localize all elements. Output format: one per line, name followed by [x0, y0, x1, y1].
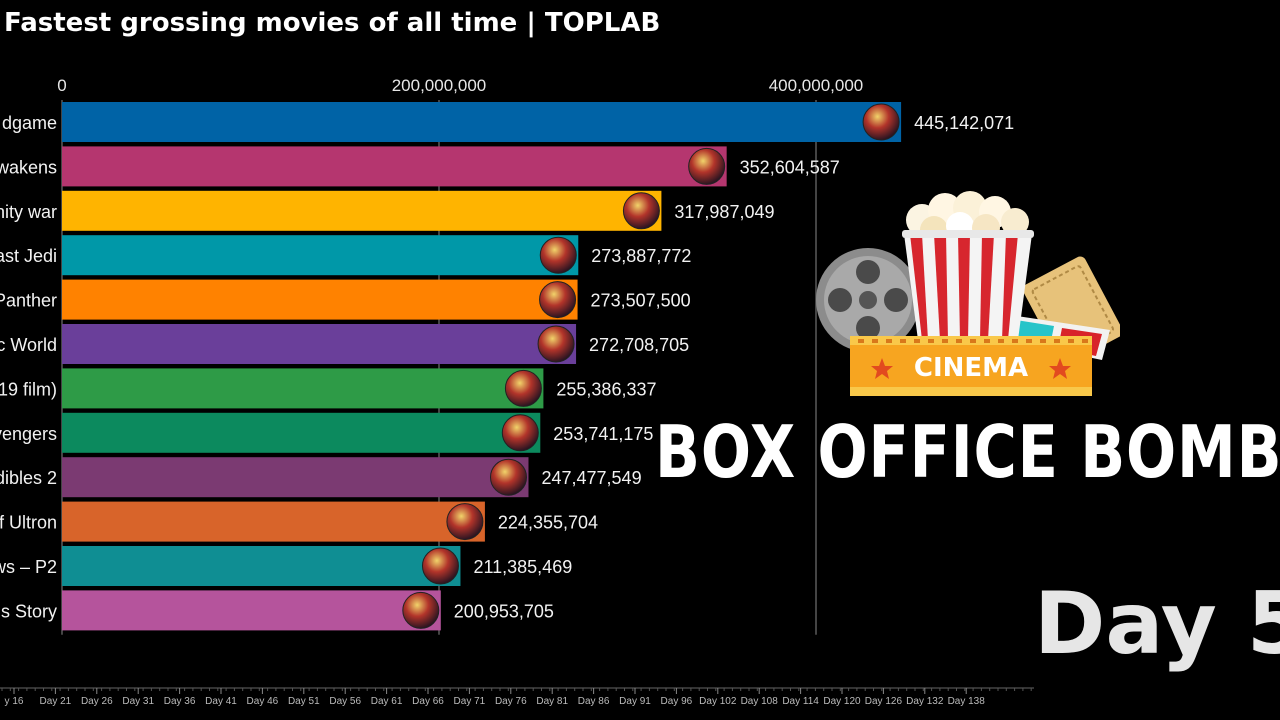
timeline-tick-label: Day 120 — [823, 696, 861, 707]
timeline-tick-label: Day 51 — [288, 696, 320, 707]
bar-row: wakens 352,604,587 — [0, 146, 840, 187]
movie-poster-icon — [501, 414, 539, 452]
bar — [62, 146, 727, 187]
bar — [62, 102, 902, 142]
timeline-tick-label: Day 36 — [164, 696, 196, 707]
value-label: 224,355,704 — [498, 513, 598, 533]
bar-row: dgame 445,142,071 — [2, 102, 1014, 142]
x-tick-label: 400,000,000 — [769, 76, 864, 95]
timeline-tick-label: Day 108 — [741, 696, 779, 707]
movie-poster-icon — [622, 192, 660, 230]
bar-row: vengers 253,741,175 — [0, 412, 653, 453]
timeline-tick-label: Day 56 — [329, 696, 361, 707]
bar — [62, 501, 485, 542]
timeline-tick-label: Day 102 — [699, 696, 737, 707]
value-label: 247,477,549 — [541, 468, 641, 488]
category-label: ws – P2 — [0, 557, 57, 577]
bar-row: ws – P2 211,385,469 — [0, 546, 572, 586]
bar-row: dibles 2 247,477,549 — [0, 457, 642, 498]
value-label: 273,507,500 — [591, 291, 691, 311]
movie-poster-icon — [489, 458, 527, 496]
bar — [62, 590, 441, 631]
movie-poster-icon — [421, 547, 459, 585]
bar-row: 19 film) 255,386,337 — [0, 368, 657, 409]
bar — [62, 324, 577, 364]
timeline-tick-label: Day 138 — [948, 696, 986, 707]
value-label: 253,741,175 — [553, 424, 653, 444]
timeline-tick-label: Day 91 — [619, 696, 651, 707]
category-label: dibles 2 — [0, 468, 57, 488]
x-tick-label: 0 — [57, 76, 66, 95]
category-label: nity war — [0, 202, 57, 222]
bar-row: c World 272,708,705 — [0, 324, 689, 364]
cinema-banner-label: CINEMA — [914, 353, 1028, 383]
x-tick-label: 200,000,000 — [392, 76, 487, 95]
value-label: 272,708,705 — [589, 335, 689, 355]
value-label: 273,887,772 — [591, 246, 691, 266]
timeline-tick-label: Day 66 — [412, 696, 444, 707]
timeline-tick-label: Day 96 — [661, 696, 693, 707]
timeline-tick-label: Day 132 — [906, 696, 944, 707]
value-label: 200,953,705 — [454, 601, 554, 621]
headline-overlay: BOX OFFICE BOMBS — [655, 410, 1280, 494]
timeline-tick-label: Day 76 — [495, 696, 527, 707]
bar — [62, 235, 579, 276]
category-label: f Ultron — [0, 513, 57, 533]
timeline-tick-label: Day 114 — [782, 696, 819, 707]
timeline-tick-label: Day 71 — [454, 696, 486, 707]
timeline-tick-label: Day 86 — [578, 696, 610, 707]
category-label: ast Jedi — [0, 246, 57, 266]
value-label: 445,142,071 — [914, 113, 1014, 133]
timeline-tick-label: Day 21 — [40, 696, 72, 707]
category-label: 19 film) — [0, 379, 57, 399]
chart-title: Fastest grossing movies of all time | TO… — [4, 8, 661, 38]
bar — [62, 457, 529, 498]
timeline-tick-label: y 16 — [5, 696, 24, 707]
category-label: wakens — [0, 157, 57, 177]
movie-poster-icon — [537, 325, 575, 363]
movie-poster-icon — [688, 147, 726, 185]
timeline-tick-label: Day 81 — [536, 696, 568, 707]
bar-row: f Ultron 224,355,704 — [0, 501, 598, 542]
bar — [62, 412, 541, 453]
popcorn-icon — [902, 191, 1034, 340]
category-label: s Story — [1, 601, 57, 621]
timeline-tick-label: Day 46 — [247, 696, 279, 707]
bar — [62, 190, 662, 231]
movie-poster-icon — [539, 281, 577, 319]
bar-row: ast Jedi 273,887,772 — [0, 235, 691, 276]
category-label: c World — [0, 335, 57, 355]
movie-poster-icon — [402, 591, 440, 629]
cinema-banner: CINEMA — [850, 336, 1092, 396]
timeline-tick-label: Day 126 — [865, 696, 903, 707]
value-label: 211,385,469 — [473, 557, 572, 577]
category-label: dgame — [2, 113, 57, 133]
bar — [62, 546, 461, 586]
bar-row: s Story 200,953,705 — [1, 590, 554, 631]
value-label: 255,386,337 — [556, 379, 656, 399]
category-label: vengers — [0, 424, 57, 444]
bar-row: nity war 317,987,049 — [0, 190, 775, 231]
movie-poster-icon — [539, 236, 577, 274]
category-label: Panther — [0, 291, 57, 311]
film-reel-icon — [816, 248, 920, 352]
movie-poster-icon — [504, 369, 542, 407]
timeline-tick-label: Day 31 — [122, 696, 154, 707]
movie-poster-icon — [446, 503, 484, 541]
value-label: 317,987,049 — [674, 202, 774, 222]
bar — [62, 368, 544, 409]
movie-poster-icon — [862, 103, 900, 141]
timeline-tick-label: Day 61 — [371, 696, 403, 707]
day-counter: Day 5 — [1034, 574, 1280, 674]
cinema-illustration: CINEMA — [816, 191, 1120, 396]
timeline-tick-label: Day 26 — [81, 696, 113, 707]
value-label: 352,604,587 — [740, 157, 840, 177]
bar-row: Panther 273,507,500 — [0, 279, 691, 320]
timeline-tick-label: Day 41 — [205, 696, 237, 707]
bar — [62, 279, 578, 320]
